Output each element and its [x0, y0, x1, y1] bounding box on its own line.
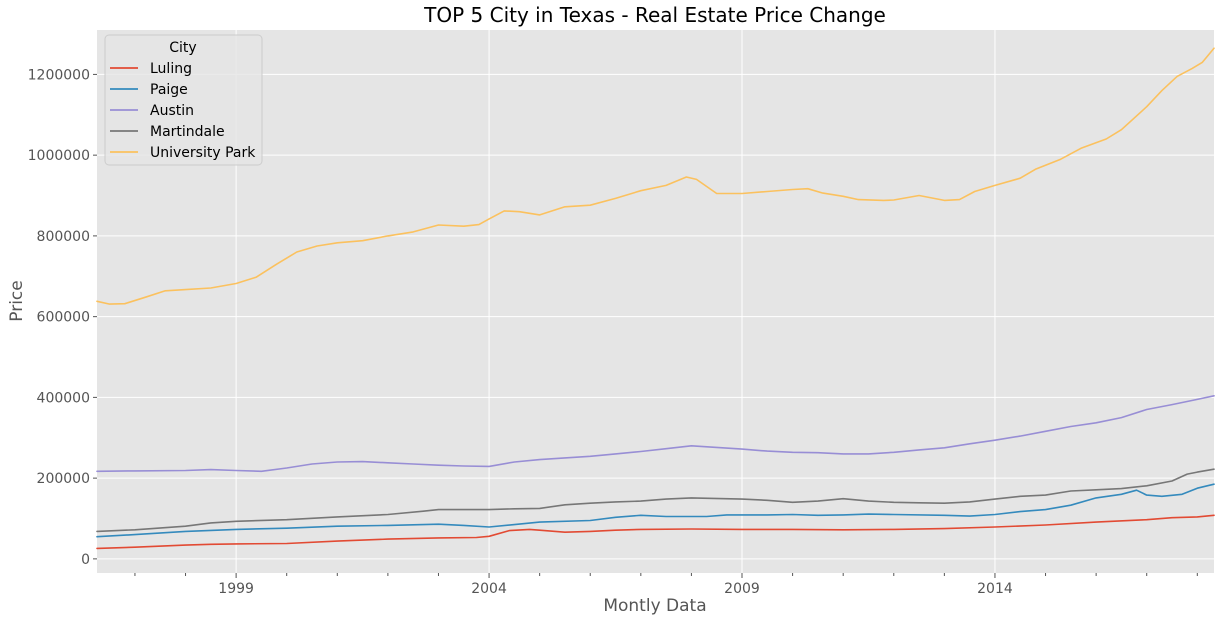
- y-axis-title: Price: [7, 280, 27, 321]
- y-tick-label: 0: [81, 552, 90, 568]
- y-tick-label: 200000: [37, 471, 90, 487]
- y-tick-label: 400000: [37, 390, 90, 406]
- legend-title: City: [169, 40, 196, 56]
- chart-title: TOP 5 City in Texas - Real Estate Price …: [423, 3, 886, 27]
- plot-background: [97, 30, 1214, 573]
- x-tick-label: 2014: [977, 581, 1013, 597]
- legend: City Luling Paige Austin Martindale Universi…: [104, 34, 263, 166]
- series-line-university-park: [96, 47, 1215, 305]
- series-line-austin: [96, 395, 1215, 473]
- legend-label: Paige: [150, 82, 188, 98]
- y-tick-label: 1200000: [28, 67, 90, 83]
- axis-ticks: 0 200000 400000 600000 800000 1000000 1200000 1…: [28, 67, 1198, 597]
- legend-label: University Park: [150, 145, 256, 161]
- y-tick-label: 600000: [37, 310, 90, 326]
- legend-label: Luling: [150, 61, 192, 77]
- legend-items: Luling Paige Austin Martindale University Pa…: [110, 61, 256, 161]
- x-axis-title: Montly Data: [603, 596, 706, 616]
- series-line-paige: [96, 483, 1215, 538]
- series-line-luling: [96, 514, 1215, 550]
- y-tick-label: 1000000: [28, 148, 90, 164]
- x-tick-label: 2009: [724, 581, 760, 597]
- legend-box: [104, 34, 263, 166]
- legend-label: Austin: [150, 103, 194, 119]
- series-lines: [96, 47, 1215, 550]
- grid: [97, 30, 1214, 573]
- legend-label: Martindale: [150, 124, 225, 140]
- x-tick-label: 2004: [471, 581, 507, 597]
- x-tick-label: 1999: [218, 581, 254, 597]
- series-line-martindale: [96, 468, 1215, 533]
- y-tick-label: 800000: [37, 229, 90, 245]
